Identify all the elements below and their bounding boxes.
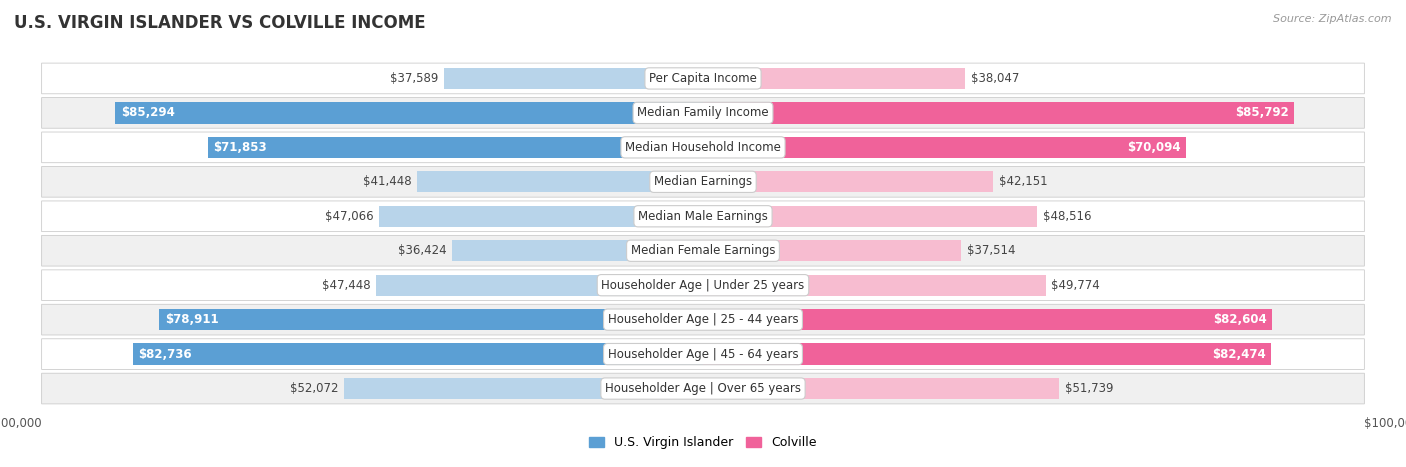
Bar — [115, 102, 703, 124]
Bar — [703, 137, 1185, 158]
Bar — [377, 275, 703, 296]
FancyBboxPatch shape — [42, 201, 1364, 232]
FancyBboxPatch shape — [42, 63, 1364, 94]
Bar — [703, 68, 965, 89]
Text: $41,448: $41,448 — [363, 175, 412, 188]
FancyBboxPatch shape — [42, 98, 1364, 128]
Text: Per Capita Income: Per Capita Income — [650, 72, 756, 85]
Text: $49,774: $49,774 — [1052, 279, 1099, 292]
Text: $52,072: $52,072 — [290, 382, 339, 395]
Text: $70,094: $70,094 — [1126, 141, 1181, 154]
FancyBboxPatch shape — [42, 132, 1364, 163]
Text: U.S. VIRGIN ISLANDER VS COLVILLE INCOME: U.S. VIRGIN ISLANDER VS COLVILLE INCOME — [14, 14, 426, 32]
Text: Median Family Income: Median Family Income — [637, 106, 769, 120]
Text: $48,516: $48,516 — [1043, 210, 1091, 223]
Bar — [378, 205, 703, 227]
Text: Median Male Earnings: Median Male Earnings — [638, 210, 768, 223]
Text: $51,739: $51,739 — [1064, 382, 1114, 395]
Bar — [703, 240, 962, 262]
FancyBboxPatch shape — [42, 304, 1364, 335]
Bar — [703, 275, 1046, 296]
Text: Median Female Earnings: Median Female Earnings — [631, 244, 775, 257]
FancyBboxPatch shape — [42, 235, 1364, 266]
Bar — [703, 102, 1294, 124]
Text: $38,047: $38,047 — [970, 72, 1019, 85]
Bar — [418, 171, 703, 192]
Text: Householder Age | Under 25 years: Householder Age | Under 25 years — [602, 279, 804, 292]
Text: $42,151: $42,151 — [998, 175, 1047, 188]
Text: $85,294: $85,294 — [121, 106, 174, 120]
Bar — [703, 309, 1272, 330]
Text: Householder Age | 45 - 64 years: Householder Age | 45 - 64 years — [607, 347, 799, 361]
Bar — [344, 378, 703, 399]
FancyBboxPatch shape — [42, 339, 1364, 369]
Text: $36,424: $36,424 — [398, 244, 447, 257]
Text: $47,066: $47,066 — [325, 210, 373, 223]
Text: Householder Age | Over 65 years: Householder Age | Over 65 years — [605, 382, 801, 395]
Bar — [703, 171, 994, 192]
Text: $47,448: $47,448 — [322, 279, 371, 292]
Text: $82,604: $82,604 — [1213, 313, 1267, 326]
Text: Householder Age | 25 - 44 years: Householder Age | 25 - 44 years — [607, 313, 799, 326]
Bar — [444, 68, 703, 89]
Bar — [134, 343, 703, 365]
Bar — [703, 378, 1060, 399]
Text: $37,589: $37,589 — [389, 72, 439, 85]
Text: $82,474: $82,474 — [1212, 347, 1265, 361]
Bar — [453, 240, 703, 262]
Bar — [159, 309, 703, 330]
FancyBboxPatch shape — [42, 166, 1364, 197]
Bar — [703, 205, 1038, 227]
FancyBboxPatch shape — [42, 373, 1364, 404]
Legend: U.S. Virgin Islander, Colville: U.S. Virgin Islander, Colville — [585, 432, 821, 454]
Text: Median Household Income: Median Household Income — [626, 141, 780, 154]
Text: Source: ZipAtlas.com: Source: ZipAtlas.com — [1274, 14, 1392, 24]
Bar — [208, 137, 703, 158]
Text: Median Earnings: Median Earnings — [654, 175, 752, 188]
FancyBboxPatch shape — [42, 270, 1364, 301]
Text: $85,792: $85,792 — [1234, 106, 1288, 120]
Bar — [703, 343, 1271, 365]
Text: $71,853: $71,853 — [214, 141, 267, 154]
Text: $78,911: $78,911 — [165, 313, 218, 326]
Text: $37,514: $37,514 — [967, 244, 1015, 257]
Text: $82,736: $82,736 — [139, 347, 193, 361]
